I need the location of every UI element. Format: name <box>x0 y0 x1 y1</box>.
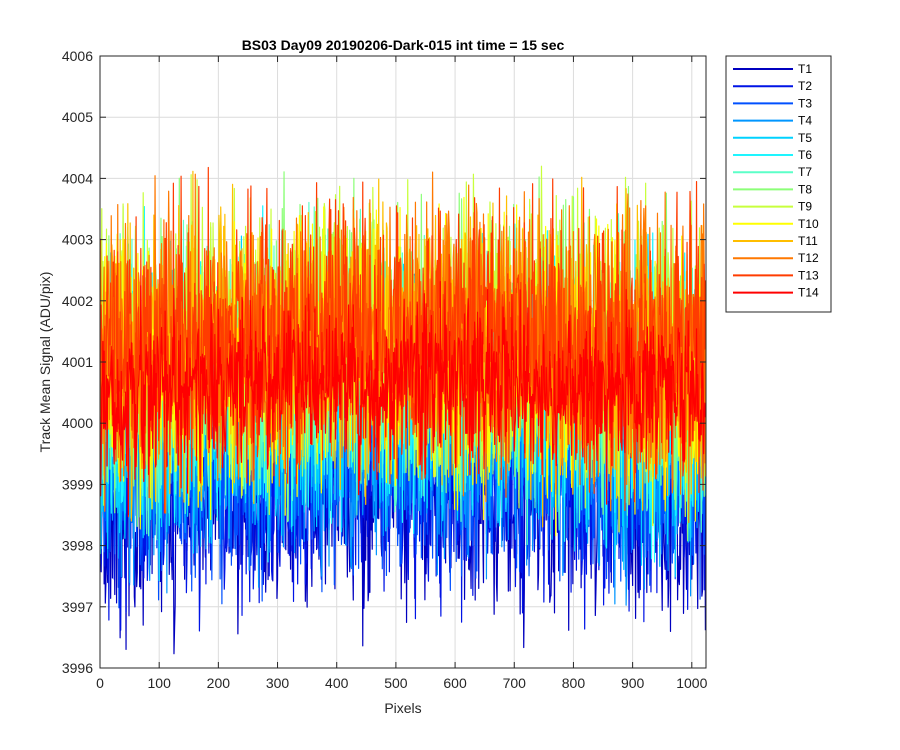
y-tick-label: 3998 <box>62 538 93 554</box>
x-axis-label: Pixels <box>384 700 421 716</box>
y-tick-label: 4004 <box>62 170 93 186</box>
legend-label-T1: T1 <box>798 62 812 76</box>
y-tick-label: 4002 <box>62 293 93 309</box>
y-tick-label: 4005 <box>62 109 93 125</box>
x-tick-label: 400 <box>325 675 349 691</box>
y-tick-label: 4000 <box>62 415 93 431</box>
chart-title: BS03 Day09 20190206-Dark-015 int time = … <box>242 37 565 53</box>
legend-label-T6: T6 <box>798 148 812 162</box>
y-tick-label: 4001 <box>62 354 93 370</box>
legend-label-T4: T4 <box>798 114 812 128</box>
series-lines <box>100 165 706 655</box>
x-tick-label: 900 <box>621 675 645 691</box>
x-tick-label: 800 <box>562 675 586 691</box>
x-tick-label: 200 <box>207 675 231 691</box>
legend-label-T12: T12 <box>798 251 819 265</box>
legend: T1 T2 T3 T4 T5 T6 T7 T8 T9 T10 T11 T12 T13 T14 <box>725 55 832 313</box>
legend-label-T14: T14 <box>798 286 819 300</box>
x-tick-label: 1000 <box>676 675 707 691</box>
y-tick-label: 3997 <box>62 599 93 615</box>
x-axis: 0 100 200 300 400 500 600 700 800 900 1000 <box>96 56 708 691</box>
y-tick-label: 3996 <box>62 660 93 676</box>
legend-box <box>725 55 832 313</box>
x-tick-label: 600 <box>443 675 467 691</box>
legend-label-T10: T10 <box>798 217 819 231</box>
x-tick-label: 700 <box>503 675 527 691</box>
legend-label-T3: T3 <box>798 96 812 110</box>
legend-label-T9: T9 <box>798 200 812 214</box>
legend-label-T13: T13 <box>798 268 819 282</box>
x-tick-label: 0 <box>96 675 104 691</box>
x-tick-label: 500 <box>384 675 408 691</box>
legend-label-T7: T7 <box>798 165 812 179</box>
y-tick-label: 4006 <box>62 48 93 64</box>
legend-label-T2: T2 <box>798 79 812 93</box>
x-tick-label: 300 <box>266 675 290 691</box>
y-tick-label: 3999 <box>62 476 93 492</box>
x-tick-label: 100 <box>148 675 172 691</box>
legend-label-T5: T5 <box>798 131 812 145</box>
legend-label-T8: T8 <box>798 182 812 196</box>
y-tick-label: 4003 <box>62 232 93 248</box>
y-axis: 3996 3997 3998 3999 4000 4001 4002 4003 4004 4005… <box>62 48 706 676</box>
series-line-T14 <box>100 280 706 516</box>
y-axis-label: Track Mean Signal (ADU/pix) <box>37 272 53 453</box>
legend-label-T11: T11 <box>798 234 818 248</box>
